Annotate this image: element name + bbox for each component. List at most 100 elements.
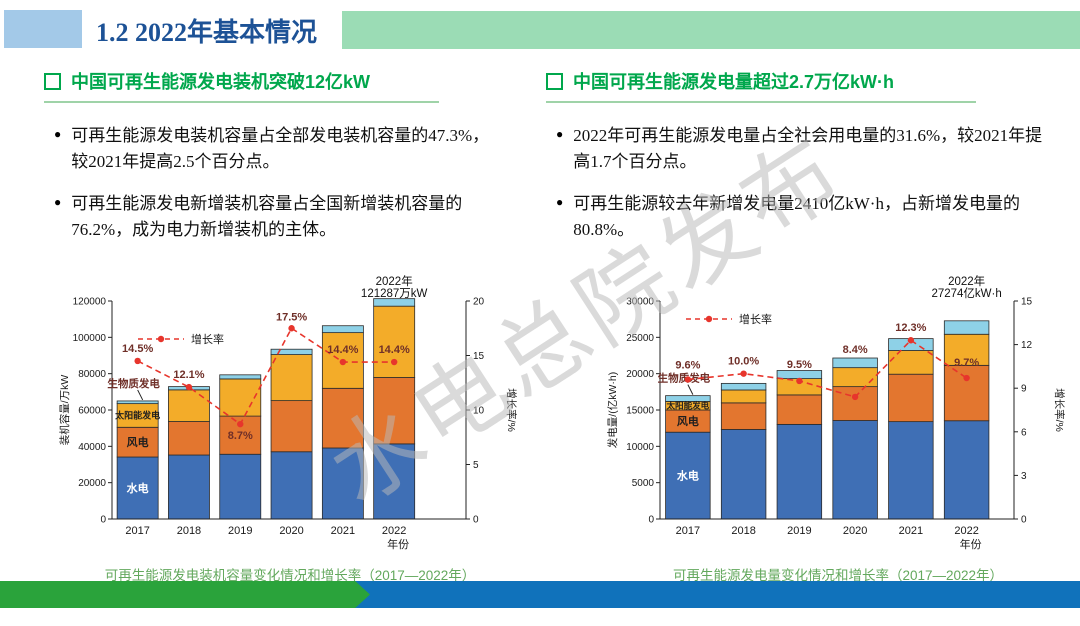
capacity-chart: 0 20000 40000 60000 80000 100000 120000 0 5 10 15 2… — [50, 273, 530, 561]
svg-text:生物质发电: 生物质发电 — [658, 372, 711, 385]
right-heading-underline — [546, 101, 976, 103]
svg-text:0: 0 — [648, 515, 654, 526]
svg-text:121287万kW: 121287万kW — [361, 288, 428, 300]
svg-text:0: 0 — [100, 515, 106, 526]
svg-text:装机容量/万kW: 装机容量/万kW — [58, 375, 71, 446]
svg-text:17.5%: 17.5% — [276, 311, 307, 323]
svg-text:6: 6 — [1021, 427, 1027, 438]
bullet-text: 可再生能源发电装机容量占全部发电装机容量的47.3%， 较2021年提高2.5个… — [71, 126, 490, 172]
svg-text:12.3%: 12.3% — [895, 322, 926, 334]
svg-text:15: 15 — [1021, 297, 1033, 308]
svg-text:发电量/(亿kW·h): 发电量/(亿kW·h) — [606, 372, 619, 448]
svg-text:2019: 2019 — [787, 525, 811, 537]
svg-text:2021: 2021 — [899, 525, 923, 537]
svg-text:10000: 10000 — [626, 442, 654, 453]
svg-text:5000: 5000 — [632, 478, 655, 489]
left-heading-underline — [44, 101, 440, 103]
svg-text:2018: 2018 — [177, 525, 201, 537]
svg-text:0: 0 — [1021, 515, 1027, 526]
bullet-dot-icon: ● — [556, 194, 564, 209]
left-bullet-list: ● 可再生能源发电装机容量占全部发电装机容量的47.3%， 较2021年提高2.… — [30, 123, 512, 263]
svg-text:2022: 2022 — [382, 525, 406, 537]
svg-text:20000: 20000 — [626, 369, 654, 380]
svg-text:水电: 水电 — [127, 481, 149, 495]
svg-text:20: 20 — [473, 297, 485, 308]
svg-text:风电: 风电 — [127, 435, 149, 449]
svg-text:14.4%: 14.4% — [379, 344, 410, 356]
slide: { "slide": { "title": "1.2 2022年基本情况" },… — [0, 10, 1080, 608]
svg-text:增长率: 增长率 — [191, 332, 224, 346]
svg-text:10: 10 — [473, 406, 485, 417]
footer-green-arrow — [0, 581, 370, 608]
svg-text:9.7%: 9.7% — [954, 357, 979, 369]
svg-text:14.5%: 14.5% — [122, 343, 153, 355]
right-section-heading-text: 中国可再生能源发电量超过2.7万亿kW·h — [573, 72, 895, 92]
bullet-text: 2022年可再生能源发电量占全社会用电量的31.6%，较2021年提高1.7个百… — [573, 126, 1043, 172]
svg-text:生物质发电: 生物质发电 — [107, 377, 160, 390]
svg-text:40000: 40000 — [78, 442, 106, 453]
left-section-heading: 中国可再生能源发电装机突破12亿kW — [30, 68, 512, 94]
footer-blue-bar — [344, 581, 1080, 608]
svg-text:60000: 60000 — [78, 406, 106, 417]
svg-text:增长率: 增长率 — [739, 312, 772, 326]
svg-text:2022: 2022 — [954, 525, 978, 537]
bullet-dot-icon: ● — [54, 127, 62, 141]
header-blue-block — [4, 10, 82, 48]
right-bullet-list: ● 2022年可再生能源发电量占全社会用电量的31.6%，较2021年提高1.7… — [532, 123, 1056, 263]
svg-text:年份: 年份 — [387, 537, 409, 551]
svg-text:8.4%: 8.4% — [843, 344, 868, 356]
generation-chart-wrap: 0 5000 10000 15000 20000 25000 30000 0 3 6 9 12 15 20… — [598, 273, 1078, 584]
checkbox-bullet-icon — [546, 72, 563, 90]
left-column: 中国可再生能源发电装机突破12亿kW ● 可再生能源发电装机容量占全部发电装机容… — [30, 68, 518, 584]
svg-text:120000: 120000 — [73, 297, 107, 308]
svg-text:100000: 100000 — [73, 333, 107, 344]
svg-text:2020: 2020 — [279, 525, 303, 537]
list-item: ● 可再生能源发电新增装机容量占全国新增装机容量的76.2%，成为电力新增装机的… — [54, 191, 506, 244]
header-green-bar — [342, 11, 1080, 49]
bullet-text: 可再生能源较去年新增发电量2410亿kW·h，占新增发电量的80.8%。 — [573, 193, 1020, 240]
list-item: ● 2022年可再生能源发电量占全社会用电量的31.6%，较2021年提高1.7… — [556, 123, 1050, 176]
right-section-heading: 中国可再生能源发电量超过2.7万亿kW·h — [532, 68, 1056, 94]
generation-chart-caption: 可再生能源发电量变化情况和增长率（2017—2022年） — [672, 568, 1004, 583]
svg-text:增长率/%: 增长率/% — [505, 388, 518, 432]
bullet-text: 可再生能源发电新增装机容量占全国新增装机容量的76.2%，成为电力新增装机的主体… — [71, 193, 463, 240]
svg-text:太阳能发电: 太阳能发电 — [114, 409, 160, 420]
svg-text:太阳能发电: 太阳能发电 — [667, 400, 710, 411]
svg-text:2019: 2019 — [228, 525, 252, 537]
svg-text:12: 12 — [1021, 340, 1033, 351]
left-section-heading-text: 中国可再生能源发电装机突破12亿kW — [71, 72, 371, 92]
svg-text:2017: 2017 — [125, 525, 149, 537]
generation-chart: 0 5000 10000 15000 20000 25000 30000 0 3 6 9 12 15 20… — [598, 273, 1078, 561]
svg-text:8.7%: 8.7% — [228, 430, 253, 442]
bullet-dot-icon: ● — [54, 194, 62, 209]
list-item: ● 可再生能源发电装机容量占全部发电装机容量的47.3%， 较2021年提高2.… — [54, 123, 506, 176]
svg-text:0: 0 — [473, 515, 479, 526]
svg-text:5: 5 — [473, 460, 479, 471]
svg-text:30000: 30000 — [626, 297, 654, 308]
capacity-chart-wrap: 0 20000 40000 60000 80000 100000 120000 0 5 10 15 2… — [50, 273, 530, 584]
checkbox-bullet-icon — [44, 72, 61, 90]
list-item: ● 可再生能源较去年新增发电量2410亿kW·h，占新增发电量的80.8%。 — [556, 191, 1050, 244]
svg-text:14.4%: 14.4% — [327, 344, 358, 356]
svg-text:2020: 2020 — [843, 525, 867, 537]
svg-text:2022年: 2022年 — [948, 274, 985, 288]
right-column: 中国可再生能源发电量超过2.7万亿kW·h ● 2022年可再生能源发电量占全社… — [532, 68, 1066, 584]
svg-text:9.6%: 9.6% — [675, 359, 700, 371]
svg-text:80000: 80000 — [78, 369, 106, 380]
bullet-dot-icon: ● — [556, 127, 564, 141]
svg-text:9: 9 — [1021, 384, 1027, 395]
page-title: 1.2 2022年基本情况 — [96, 18, 318, 47]
svg-text:3: 3 — [1021, 471, 1027, 482]
svg-text:15: 15 — [473, 351, 485, 362]
svg-text:25000: 25000 — [626, 333, 654, 344]
svg-text:风电: 风电 — [677, 414, 699, 428]
svg-text:9.5%: 9.5% — [787, 359, 812, 371]
svg-text:20000: 20000 — [78, 478, 106, 489]
svg-text:2017: 2017 — [676, 525, 700, 537]
svg-text:12.1%: 12.1% — [173, 369, 204, 381]
svg-text:年份: 年份 — [960, 537, 982, 551]
svg-text:水电: 水电 — [677, 469, 699, 483]
svg-text:增长率/%: 增长率/% — [1053, 388, 1066, 432]
svg-text:2022年: 2022年 — [376, 274, 413, 288]
svg-text:2018: 2018 — [731, 525, 755, 537]
